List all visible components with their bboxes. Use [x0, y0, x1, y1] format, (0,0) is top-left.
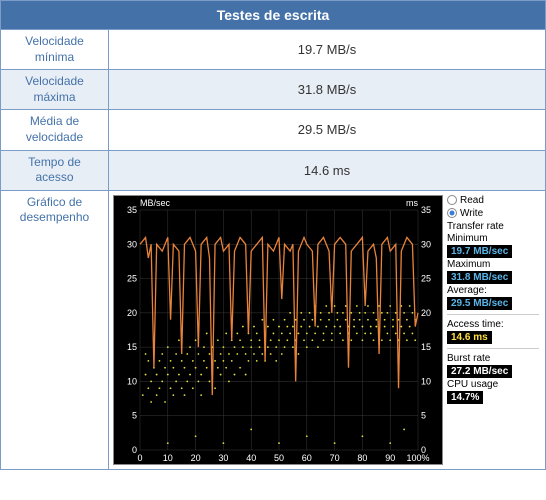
- svg-text:10: 10: [421, 376, 431, 386]
- transfer-rate-label: Transfer rate: [447, 221, 504, 232]
- svg-text:35: 35: [421, 205, 431, 215]
- access-time-value: 14.6 ms: [447, 331, 492, 344]
- row-value-avg: 29.5 MB/s: [109, 110, 546, 150]
- radio-read-label: Read: [460, 195, 484, 206]
- svg-text:ms: ms: [406, 198, 418, 208]
- svg-text:MB/sec: MB/sec: [140, 198, 171, 208]
- svg-text:20: 20: [191, 453, 201, 463]
- svg-text:100%: 100%: [406, 453, 429, 463]
- svg-text:50: 50: [274, 453, 284, 463]
- cpu-usage-label: CPU usage: [447, 379, 498, 390]
- access-time-label: Access time:: [447, 319, 504, 330]
- average-label: Average:: [447, 285, 487, 296]
- row-label-min: Velocidade mínima: [1, 30, 109, 70]
- svg-text:80: 80: [357, 453, 367, 463]
- svg-text:10: 10: [127, 376, 137, 386]
- maximum-label: Maximum: [447, 259, 490, 270]
- svg-text:60: 60: [302, 453, 312, 463]
- svg-text:40: 40: [246, 453, 256, 463]
- svg-text:0: 0: [132, 445, 137, 455]
- average-value: 29.5 MB/sec: [447, 297, 512, 310]
- row-label-chart: Gráfico de desempenho: [1, 190, 109, 469]
- radio-icon: [447, 208, 457, 218]
- svg-text:20: 20: [127, 308, 137, 318]
- row-value-min: 19.7 MB/s: [109, 30, 546, 70]
- row-label-max: Velocidade máxima: [1, 70, 109, 110]
- svg-text:30: 30: [421, 239, 431, 249]
- svg-text:25: 25: [421, 273, 431, 283]
- svg-text:90: 90: [385, 453, 395, 463]
- svg-text:20: 20: [421, 308, 431, 318]
- maximum-value: 31.8 MB/sec: [447, 271, 512, 284]
- svg-text:5: 5: [132, 410, 137, 420]
- svg-text:70: 70: [330, 453, 340, 463]
- performance-chart-container: 0055101015152020252530303535010203040506…: [113, 195, 541, 465]
- minimum-label: Minimum: [447, 233, 488, 244]
- svg-text:30: 30: [218, 453, 228, 463]
- svg-text:15: 15: [127, 342, 137, 352]
- chart-svg: 0055101015152020252530303535010203040506…: [114, 196, 444, 466]
- performance-chart: 0055101015152020252530303535010203040506…: [113, 195, 443, 465]
- burst-rate-value: 27.2 MB/sec: [447, 365, 512, 378]
- row-value-max: 31.8 MB/s: [109, 70, 546, 110]
- radio-write-label: Write: [460, 208, 483, 219]
- svg-text:25: 25: [127, 273, 137, 283]
- svg-text:0: 0: [137, 453, 142, 463]
- write-tests-table: Testes de escrita Velocidade mínima 19.7…: [0, 0, 546, 470]
- chart-legend: Read Write Transfer rate Minimum 19.7 MB…: [447, 195, 539, 465]
- svg-text:30: 30: [127, 239, 137, 249]
- svg-text:5: 5: [421, 410, 426, 420]
- burst-rate-label: Burst rate: [447, 353, 490, 364]
- row-value-access: 14.6 ms: [109, 150, 546, 190]
- table-header: Testes de escrita: [1, 1, 546, 30]
- svg-text:15: 15: [421, 342, 431, 352]
- cpu-usage-value: 14.7%: [447, 391, 483, 404]
- minimum-value: 19.7 MB/sec: [447, 245, 512, 258]
- radio-write[interactable]: Write: [447, 208, 539, 219]
- row-label-access: Tempo de acesso: [1, 150, 109, 190]
- svg-text:35: 35: [127, 205, 137, 215]
- svg-text:10: 10: [163, 453, 173, 463]
- radio-read[interactable]: Read: [447, 195, 539, 206]
- radio-icon: [447, 195, 457, 205]
- row-label-avg: Média de velocidade: [1, 110, 109, 150]
